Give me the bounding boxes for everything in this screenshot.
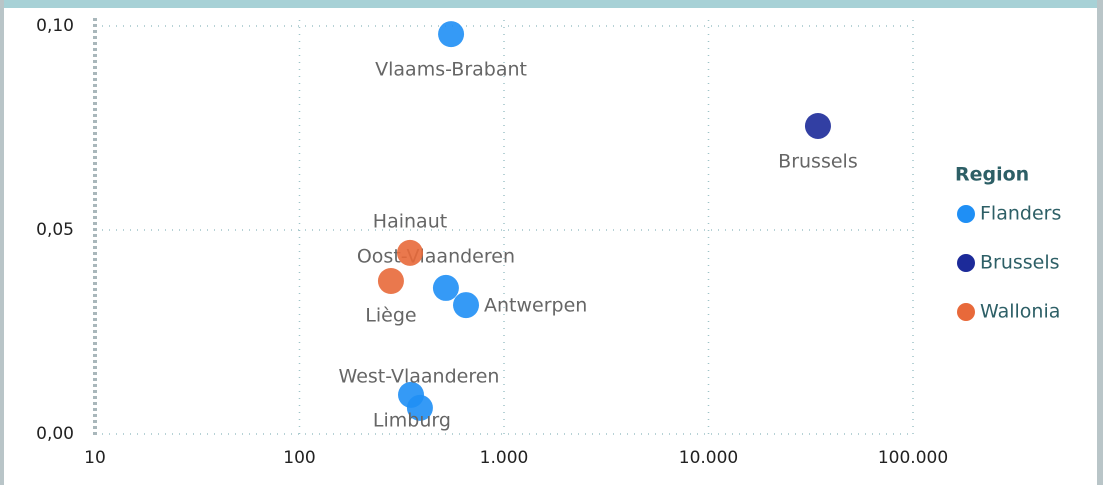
point-label: Hainaut (373, 210, 447, 232)
point (453, 292, 480, 319)
legend-marker (957, 254, 975, 272)
point-label: Antwerpen (484, 295, 587, 317)
point-label: Limburg (373, 409, 451, 431)
x-tick-label: 100.000 (878, 448, 948, 468)
point-label: Liège (365, 305, 416, 327)
left-border (0, 0, 4, 485)
legend-title: Region (955, 164, 1029, 186)
point-label: West-Vlaanderen (339, 365, 500, 387)
legend-marker (957, 303, 975, 321)
y-tick-label: 0,10 (36, 16, 74, 36)
legend-label: Brussels (980, 252, 1060, 274)
point (406, 394, 433, 421)
x-tick-label: 10.000 (679, 448, 738, 468)
x-tick-label: 100 (283, 448, 315, 468)
legend-label: Flanders (980, 203, 1061, 225)
point (432, 274, 459, 301)
point (377, 268, 404, 294)
top-border (0, 0, 1103, 8)
point-label: Brussels (778, 150, 858, 172)
x-tick-label: 10 (84, 448, 106, 468)
point (804, 112, 831, 139)
point (438, 21, 465, 48)
point-label: Oost-Vlaanderen (357, 245, 515, 267)
legend-label: Wallonia (980, 301, 1060, 323)
right-border (1097, 0, 1103, 485)
x-tick-label: 1.000 (480, 448, 529, 468)
y-tick-label: 0,05 (36, 220, 74, 240)
y-tick-label: 0,00 (36, 424, 74, 444)
point (396, 239, 423, 266)
point-label: Vlaams-Brabant (375, 59, 527, 81)
legend-marker (957, 205, 975, 223)
